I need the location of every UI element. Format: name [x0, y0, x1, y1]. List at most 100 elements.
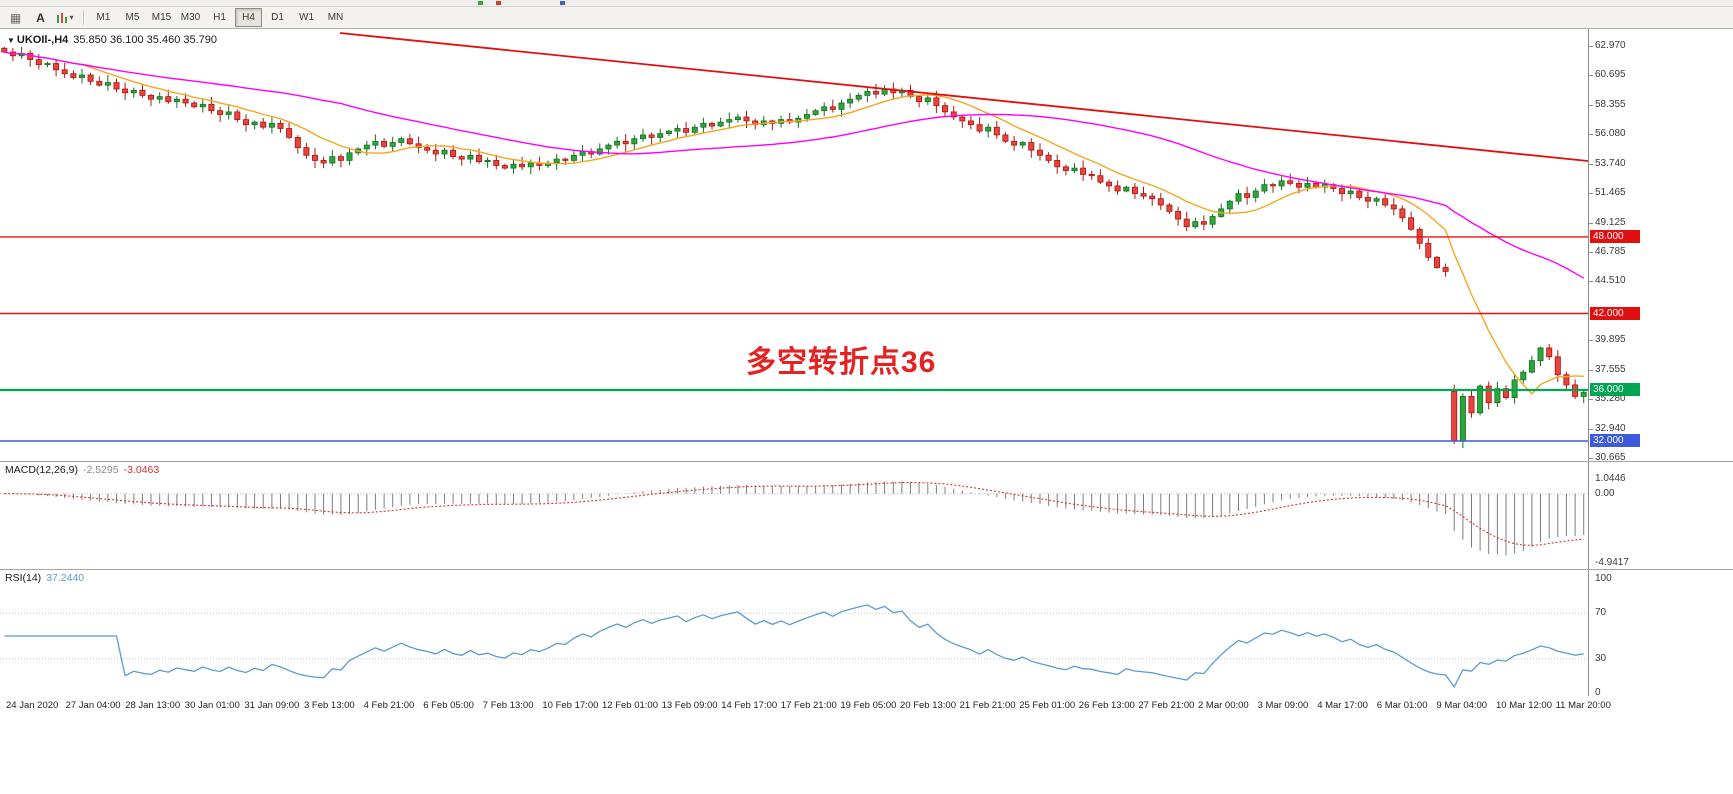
- symbol-label: UKOIl-,H4: [16, 34, 69, 46]
- time-axis-label: 4 Mar 17:00: [1317, 700, 1368, 711]
- macd-signal-line: [4, 481, 1584, 546]
- panel-separator[interactable]: [0, 461, 1733, 462]
- rsi-scale-label: 100: [1595, 573, 1612, 584]
- collapse-triangle-icon[interactable]: ▼: [7, 36, 15, 45]
- price-tick-label: 44.510: [1595, 275, 1626, 287]
- caret-down-icon: ▾: [69, 13, 74, 22]
- price-tick-label: 49.125: [1595, 216, 1626, 228]
- macd-title: MACD(12,26,9): [5, 464, 78, 476]
- timeframe-button-MN[interactable]: MN: [327, 12, 344, 23]
- time-axis: 24 Jan 2020 27 Jan 04:00 28 Jan 13:00 30 Ja…: [0, 696, 1733, 716]
- price-level-badge: 42.000: [1590, 306, 1640, 320]
- cropped-toolbar-icon: [478, 1, 483, 5]
- macd-histogram: [12, 481, 1585, 556]
- tile-windows-button[interactable]: ▦: [4, 8, 27, 27]
- rsi-title: RSI(14): [5, 572, 42, 584]
- toolbar-separator: [83, 10, 84, 25]
- time-axis-label: 11 Mar 20:00: [1555, 700, 1611, 711]
- timeframe-group: M1 M5 M15 M30 H1 H4 D1 W1 MN: [89, 8, 350, 27]
- price-tickmark: [1589, 75, 1593, 76]
- time-axis-label: 24 Jan 2020: [6, 700, 59, 711]
- price-scale[interactable]: 62.970 60.695 58.355 56.080 53.740 51.465 49.1…: [1588, 29, 1733, 716]
- chart-annotation-text[interactable]: 多空转折点36: [746, 346, 937, 379]
- cropped-upper-toolbar: [0, 0, 1733, 7]
- time-axis-label: 10 Feb 17:00: [542, 700, 599, 711]
- time-axis-label: 9 Mar 04:00: [1436, 700, 1488, 711]
- price-tick-label: 32.940: [1595, 423, 1626, 434]
- chart-toolbar: ▦ A ▾ M1 M5 M15 M30 H1 H4 D1 W1 MN: [0, 7, 1733, 29]
- price-tickmark: [1589, 163, 1593, 165]
- indicators-button[interactable]: ▾: [54, 8, 77, 27]
- timeframe-button-H4[interactable]: H4: [235, 8, 262, 27]
- macd-label: MACD(12,26,9) -2.5295 -3.0463: [5, 464, 159, 476]
- timeframe-button-H1[interactable]: H1: [213, 12, 226, 23]
- price-tick-label: 35.280: [1595, 393, 1626, 405]
- chart-window: ▼ UKOIl-,H4 35.850 36.100 35.460 35.790 多空…: [0, 29, 1733, 794]
- timeframe-button-M1[interactable]: M1: [96, 12, 111, 23]
- price-tickmark: [1589, 133, 1593, 135]
- rsi-scale-label: 70: [1595, 607, 1607, 619]
- timeframe-button-M30[interactable]: M30: [180, 12, 201, 23]
- panel-separator[interactable]: [0, 569, 1733, 570]
- cropped-toolbar-icon: [560, 1, 565, 5]
- cropped-toolbar-icon: [496, 1, 501, 5]
- main-chart-panel[interactable]: ▼ UKOIl-,H4 35.850 36.100 35.460 35.790 多空…: [0, 29, 1588, 461]
- time-axis-label: 17 Feb 21:00: [780, 700, 837, 711]
- text-a-icon: A: [36, 10, 45, 25]
- time-axis-label: 31 Jan 09:00: [244, 700, 300, 711]
- time-axis-label: 13 Feb 09:00: [661, 700, 718, 711]
- timeframe-button-M15[interactable]: M15: [151, 12, 172, 23]
- time-axis-label: 25 Feb 01:00: [1019, 700, 1076, 711]
- price-tickmark: [1589, 252, 1593, 254]
- descending-trendline: [339, 32, 1588, 162]
- time-axis-label: 12 Feb 01:00: [602, 700, 658, 711]
- time-axis-label: 10 Mar 12:00: [1496, 700, 1552, 711]
- price-tickmark: [1589, 104, 1593, 106]
- timeframe-button-D1[interactable]: D1: [271, 12, 284, 23]
- ohlc-values: 35.850 36.100 35.460 35.790: [73, 34, 218, 46]
- price-tick-label: 58.355: [1595, 98, 1626, 110]
- price-level-badge: 48.000: [1590, 229, 1640, 243]
- rsi-value: 37.2440: [46, 572, 85, 584]
- rsi-scale-label: 30: [1595, 652, 1607, 664]
- price-tickmark: [1589, 192, 1593, 194]
- price-tick-label: 39.895: [1595, 334, 1626, 346]
- time-axis-label: 27 Jan 04:00: [65, 700, 121, 711]
- price-tickmark: [1589, 222, 1593, 224]
- time-axis-label: 3 Feb 13:00: [304, 700, 355, 711]
- price-tick-label: 46.785: [1595, 246, 1626, 258]
- time-axis-label: 6 Mar 01:00: [1376, 700, 1428, 711]
- price-tickmark: [1589, 281, 1593, 283]
- rsi-label: RSI(14) 37.2440: [5, 572, 84, 584]
- time-axis-label: 6 Feb 05:00: [423, 700, 474, 711]
- ma-slow-line: [4, 51, 1585, 279]
- rsi-chart[interactable]: [0, 569, 1588, 696]
- price-tickmark: [1589, 340, 1593, 342]
- candlestick-chart[interactable]: [0, 29, 1588, 461]
- time-axis-label: 28 Jan 13:00: [125, 700, 181, 711]
- rsi-panel[interactable]: RSI(14) 37.2440: [0, 569, 1588, 696]
- macd-scale-label: -4.9417: [1595, 557, 1629, 568]
- time-axis-label: 7 Feb 13:00: [482, 700, 534, 711]
- timeframe-button-M5[interactable]: M5: [125, 12, 140, 23]
- timeframe-button-W1[interactable]: W1: [299, 12, 314, 23]
- macd-panel[interactable]: MACD(12,26,9) -2.5295 -3.0463: [0, 461, 1588, 569]
- time-axis-label: 19 Feb 05:00: [840, 700, 897, 711]
- price-tick-label: 53.740: [1595, 157, 1626, 169]
- tile-windows-icon: ▦: [9, 10, 22, 25]
- price-tickmark: [1589, 46, 1593, 47]
- macd-value-main: -2.5295: [82, 464, 119, 476]
- price-tick-label: 56.080: [1595, 127, 1626, 139]
- time-axis-label: 21 Feb 21:00: [959, 700, 1016, 711]
- macd-value-signal: -3.0463: [123, 464, 160, 476]
- rsi-line: [4, 604, 1584, 689]
- time-axis-label: 20 Feb 13:00: [900, 700, 956, 711]
- text-label-button[interactable]: A: [29, 8, 52, 27]
- price-tickmark: [1589, 458, 1593, 459]
- time-axis-label: 30 Jan 01:00: [184, 700, 240, 711]
- ma-fast-line: [4, 51, 1584, 395]
- chart-legend: ▼ UKOIl-,H4 35.850 36.100 35.460 35.790: [7, 34, 217, 46]
- macd-chart[interactable]: [0, 461, 1588, 569]
- macd-scale-label: 1.0446: [1595, 473, 1626, 484]
